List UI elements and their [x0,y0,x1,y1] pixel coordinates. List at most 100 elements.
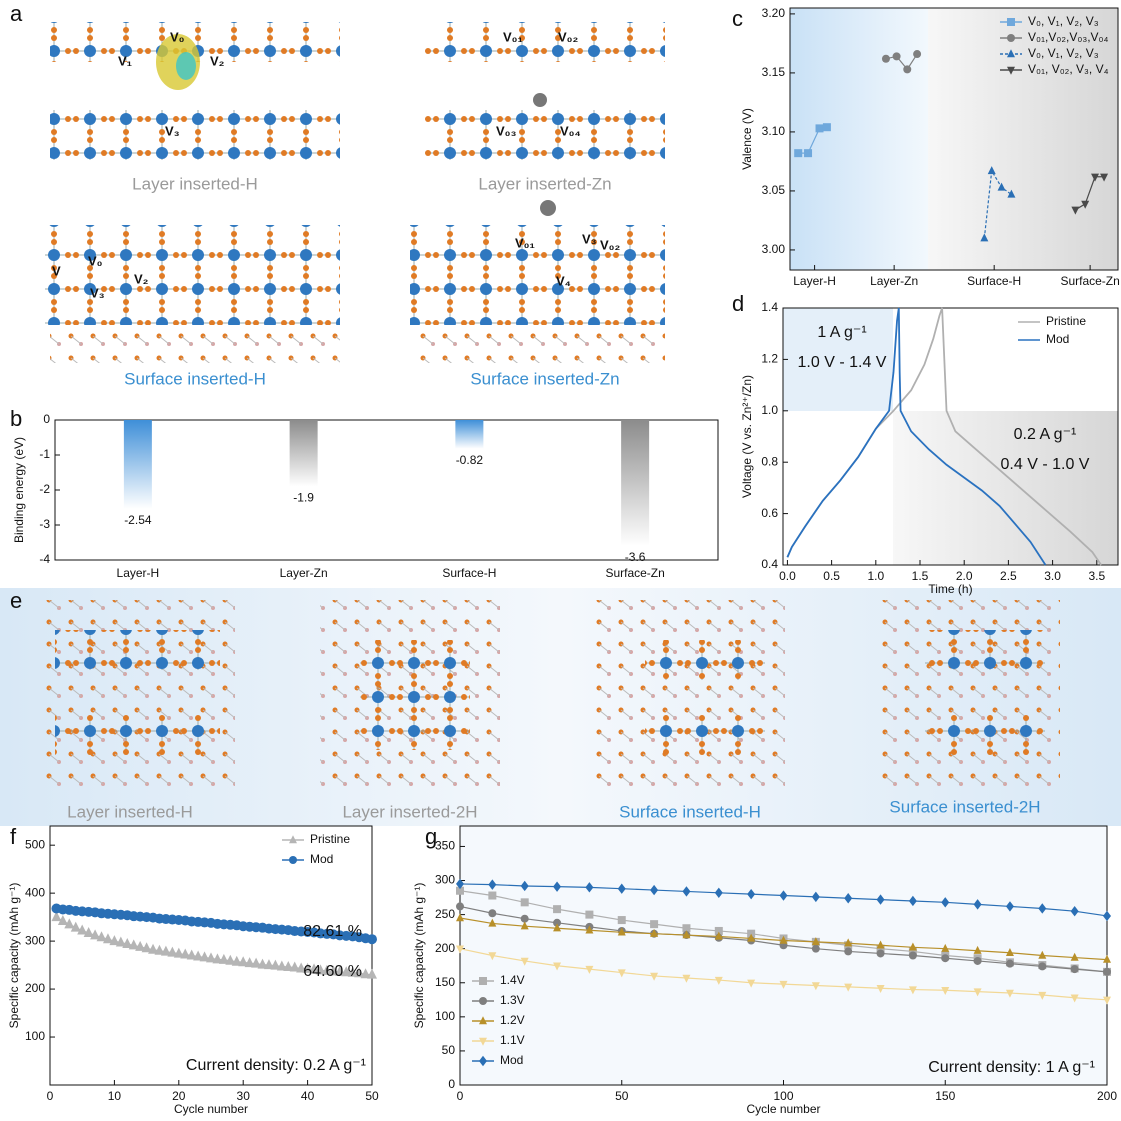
marker [257,958,268,969]
series-line [1075,176,1105,211]
plot-background [460,826,1107,1085]
marker [553,923,562,932]
y-tick-label: 250 [435,907,455,921]
legend-marker [1007,66,1015,75]
y-tick-label: 150 [435,975,455,989]
marker [987,166,996,175]
marker [747,933,756,942]
marker [122,937,133,948]
marker [553,962,562,971]
legend-marker [289,856,297,864]
y-tick-label: -1 [39,447,50,461]
lattice [410,225,665,325]
marker [650,972,659,981]
legend-label: Pristine [310,832,350,846]
y-axis-label: Specific capacity (mAh g⁻¹) [412,883,426,1029]
md-lattice [645,640,765,680]
marker [908,986,917,995]
marker [456,913,464,922]
atom-label: V₃ [90,285,105,300]
lattice [45,225,340,325]
y-tick-label: 1.4 [761,300,778,314]
x-tick-label: 150 [935,1089,955,1103]
marker [520,880,529,892]
marker [714,931,723,940]
md-lattice [645,715,765,755]
x-tick-label: Layer-H [117,566,160,580]
value-label: -0.82 [456,453,484,467]
marker [141,942,152,953]
atom-label: V₀₂ [600,237,621,252]
marker [296,962,307,973]
y-tick-label: -2 [39,482,50,496]
legend-label: 1.1V [500,1033,525,1047]
marker [456,878,464,890]
md-lattice [360,640,470,750]
x-tick-label: Layer-Zn [280,566,328,580]
x-tick-label: 20 [172,1089,186,1103]
atom-label: V₂ [134,271,149,286]
marker [167,946,178,957]
structure-caption: Surface inserted-H [124,369,266,388]
x-tick-label: 3.0 [1044,569,1061,583]
marker [747,979,756,988]
structure-caption: Surface inserted-H [619,802,761,821]
y-tick-label: 200 [435,941,455,955]
y-tick-label: 200 [25,981,45,995]
marker [617,916,626,925]
marker [913,50,922,59]
marker [1038,903,1047,914]
y-axis-label: Valence (V) [740,108,754,170]
panel-label: g [425,824,437,849]
y-tick-label: -4 [39,552,50,566]
marker [520,921,529,930]
lattice [50,110,340,160]
marker [238,956,249,967]
y-tick-label: 0 [43,412,50,426]
x-tick-label: 30 [237,1089,251,1103]
y-axis-label: Binding energy (eV) [12,437,26,543]
marker [135,940,146,951]
value-label: -2.54 [124,513,152,527]
marker [650,884,659,896]
marker [811,937,820,946]
marker [225,954,236,965]
md-cell [875,600,1060,795]
marker [1070,952,1079,961]
md-lattice [925,715,1045,755]
x-tick-label: 50 [615,1089,629,1103]
marker [102,933,113,944]
y-tick-label: 0.6 [761,506,778,520]
marker [553,918,562,927]
y-tick-label: 50 [442,1043,456,1057]
legend-marker [289,835,297,844]
atom-label: V₀ [170,29,185,44]
y-tick-label: 500 [25,837,45,851]
marker [973,988,982,997]
md-cell [595,600,785,795]
x-tick-label: Layer-Zn [870,274,918,288]
marker [315,964,326,975]
marker [1007,189,1016,198]
annotation: Current density: 1 A g⁻¹ [928,1059,1095,1076]
md-cell [40,600,235,795]
y-tick-label: 0.4 [761,557,778,571]
legend-marker [479,1037,487,1046]
marker [844,983,853,992]
annotation: 0.2 A g⁻¹ [1014,426,1077,443]
x-tick-label: Surface-Zn [605,566,664,580]
marker [682,886,691,897]
x-tick-label: 1.5 [912,569,929,583]
legend-label: 1.4V [500,973,525,987]
region-shade [928,8,1118,270]
marker [1103,954,1111,963]
x-axis-label: Cycle number [746,1102,820,1116]
marker [70,921,81,932]
marker [488,879,497,890]
marker [876,949,885,958]
marker [1070,965,1079,974]
y-tick-label: 0 [448,1077,455,1091]
marker [747,888,756,900]
marker [218,953,229,964]
